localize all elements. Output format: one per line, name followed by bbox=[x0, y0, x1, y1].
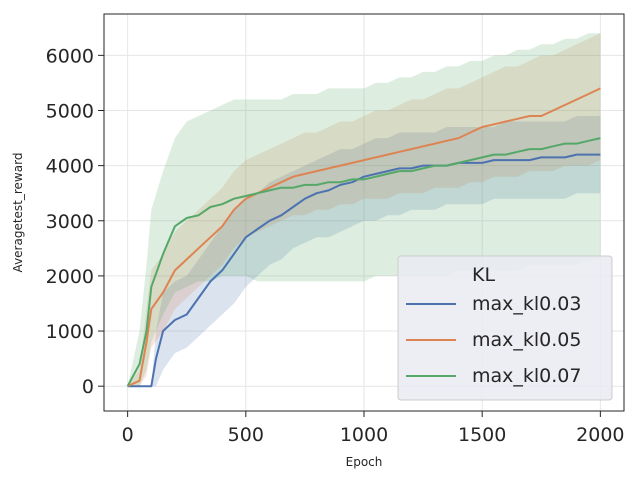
y-tick-label: 0 bbox=[82, 376, 94, 398]
band-max_kl0.03 bbox=[127, 116, 601, 387]
y-axis-label: Averagetest_reward bbox=[11, 153, 25, 273]
band-max_kl0.05 bbox=[127, 33, 601, 387]
y-tick-label: 3000 bbox=[46, 211, 94, 233]
y-tick-label: 2000 bbox=[46, 266, 94, 288]
legend-label-max_kl0.03: max_kl0.03 bbox=[472, 293, 581, 315]
y-ticks: 0 1000 2000 3000 4000 5000 6000 bbox=[46, 45, 104, 398]
legend-label-max_kl0.07: max_kl0.07 bbox=[472, 365, 581, 387]
series-lines bbox=[126, 87, 601, 388]
band-max_kl0.07 bbox=[127, 33, 601, 387]
legend-box bbox=[397, 255, 613, 401]
legend-items: max_kl0.03 max_kl0.05 max_kl0.07 bbox=[406, 293, 581, 387]
line-max_kl0.07 bbox=[126, 137, 601, 387]
line-max_kl0.05 bbox=[127, 87, 601, 388]
confidence-bands bbox=[127, 33, 601, 387]
y-tick-label: 6000 bbox=[46, 45, 94, 67]
legend-title: KL bbox=[472, 264, 495, 286]
x-tick-label: 2000 bbox=[576, 424, 624, 446]
x-tick-label: 1000 bbox=[340, 424, 388, 446]
legend-label-max_kl0.05: max_kl0.05 bbox=[472, 329, 581, 351]
grid bbox=[104, 14, 624, 411]
y-tick-label: 1000 bbox=[46, 321, 94, 343]
x-tick-label: 500 bbox=[228, 424, 264, 446]
legend: KL max_kl0.03 max_kl0.05 max_kl0.07 bbox=[397, 255, 613, 401]
y-tick-label: 5000 bbox=[46, 100, 94, 122]
x-tick-label: 0 bbox=[122, 424, 134, 446]
x-tick-label: 1500 bbox=[458, 424, 506, 446]
y-tick-label: 4000 bbox=[46, 156, 94, 178]
x-ticks: 0 500 1000 1500 2000 bbox=[122, 411, 625, 446]
x-axis-label: Epoch bbox=[346, 455, 383, 469]
